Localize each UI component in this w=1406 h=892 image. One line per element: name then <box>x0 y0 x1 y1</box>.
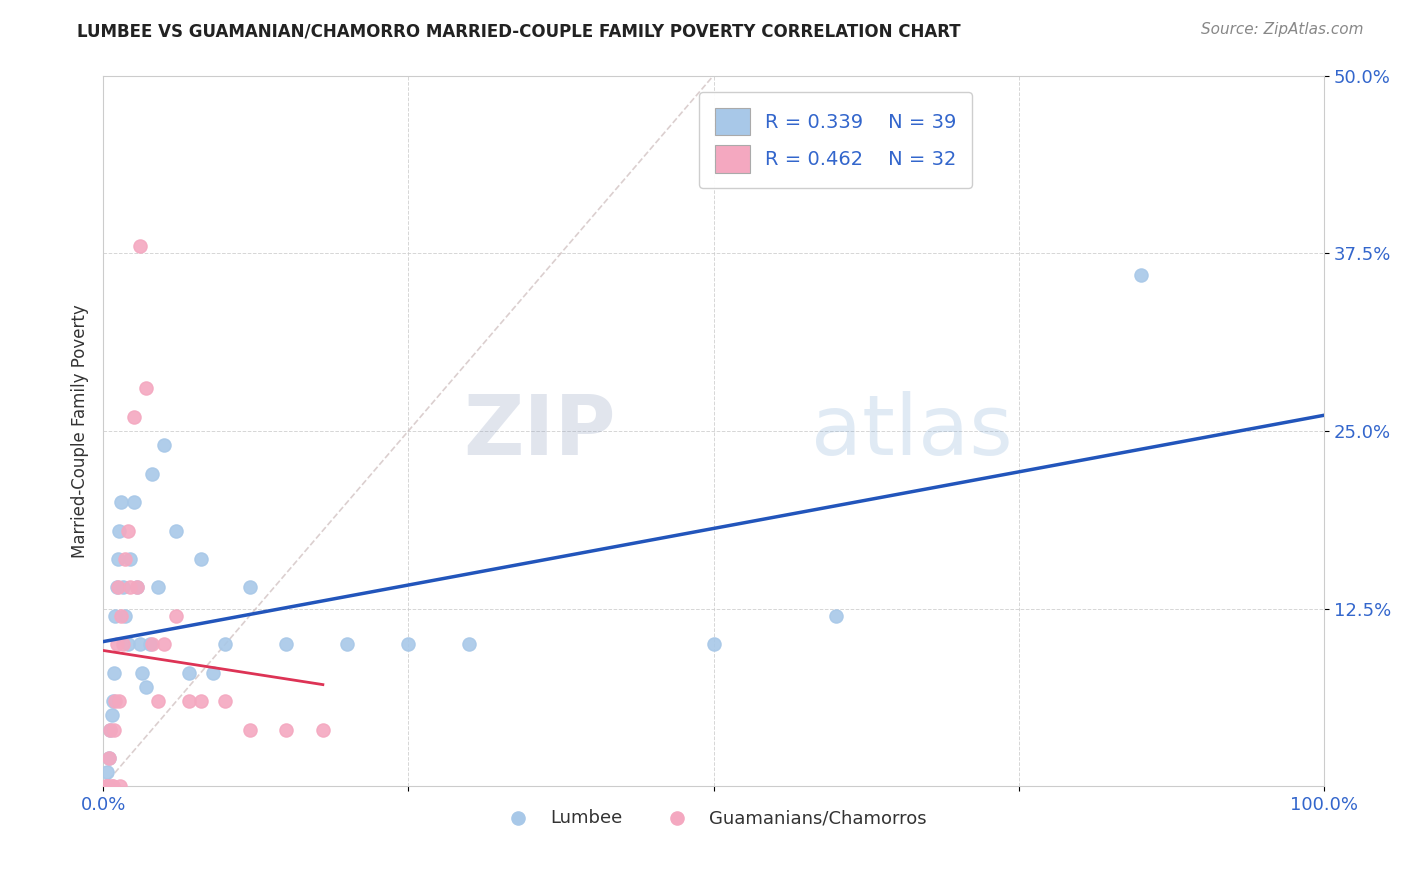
Point <box>103 665 125 680</box>
Point <box>97 780 120 794</box>
Point <box>153 637 176 651</box>
Point <box>94 780 117 794</box>
Point <box>105 637 128 651</box>
Point <box>1129 268 1152 282</box>
Point <box>214 694 236 708</box>
Point <box>336 637 359 651</box>
Point <box>153 438 176 452</box>
Point <box>239 723 262 737</box>
Point <box>141 637 163 651</box>
Legend: Lumbee, Guamanians/Chamorros: Lumbee, Guamanians/Chamorros <box>492 802 934 834</box>
Point <box>141 467 163 481</box>
Point <box>165 524 187 538</box>
Point <box>135 680 157 694</box>
Point <box>101 694 124 708</box>
Point <box>128 239 150 253</box>
Point <box>114 608 136 623</box>
Point <box>100 708 122 723</box>
Point <box>214 637 236 651</box>
Point <box>105 581 128 595</box>
Point <box>131 665 153 680</box>
Text: atlas: atlas <box>811 391 1012 472</box>
Point <box>201 665 224 680</box>
Point <box>117 637 139 651</box>
Point <box>146 581 169 595</box>
Point <box>114 552 136 566</box>
Point <box>101 780 124 794</box>
Point <box>146 694 169 708</box>
Point <box>118 552 141 566</box>
Point <box>122 495 145 509</box>
Point <box>98 751 121 765</box>
Point <box>96 780 118 794</box>
Point <box>312 723 335 737</box>
Point <box>110 780 132 794</box>
Point <box>117 524 139 538</box>
Point <box>100 723 122 737</box>
Point <box>276 723 298 737</box>
Point <box>276 637 298 651</box>
Point <box>107 581 129 595</box>
Point <box>127 581 149 595</box>
Point <box>108 694 131 708</box>
Text: ZIP: ZIP <box>464 391 616 472</box>
Text: LUMBEE VS GUAMANIAN/CHAMORRO MARRIED-COUPLE FAMILY POVERTY CORRELATION CHART: LUMBEE VS GUAMANIAN/CHAMORRO MARRIED-COU… <box>77 22 960 40</box>
Point <box>138 637 160 651</box>
Point <box>108 524 131 538</box>
Point <box>128 637 150 651</box>
Point <box>190 694 212 708</box>
Point <box>100 780 122 794</box>
Point <box>702 637 724 651</box>
Point <box>110 608 132 623</box>
Point <box>103 723 125 737</box>
Y-axis label: Married-Couple Family Poverty: Married-Couple Family Poverty <box>72 304 89 558</box>
Point <box>111 581 134 595</box>
Point <box>110 495 132 509</box>
Point <box>104 608 127 623</box>
Point <box>127 581 149 595</box>
Point <box>135 381 157 395</box>
Point <box>239 581 262 595</box>
Point <box>165 608 187 623</box>
Text: Source: ZipAtlas.com: Source: ZipAtlas.com <box>1201 22 1364 37</box>
Point <box>122 409 145 424</box>
Point <box>458 637 481 651</box>
Point <box>177 665 200 680</box>
Point <box>104 694 127 708</box>
Point <box>100 723 122 737</box>
Point <box>107 552 129 566</box>
Point <box>396 637 419 651</box>
Point <box>97 780 120 794</box>
Point <box>94 780 117 794</box>
Point <box>111 637 134 651</box>
Point <box>824 608 846 623</box>
Point <box>98 751 121 765</box>
Point <box>118 581 141 595</box>
Point <box>190 552 212 566</box>
Point <box>96 765 118 780</box>
Point <box>177 694 200 708</box>
